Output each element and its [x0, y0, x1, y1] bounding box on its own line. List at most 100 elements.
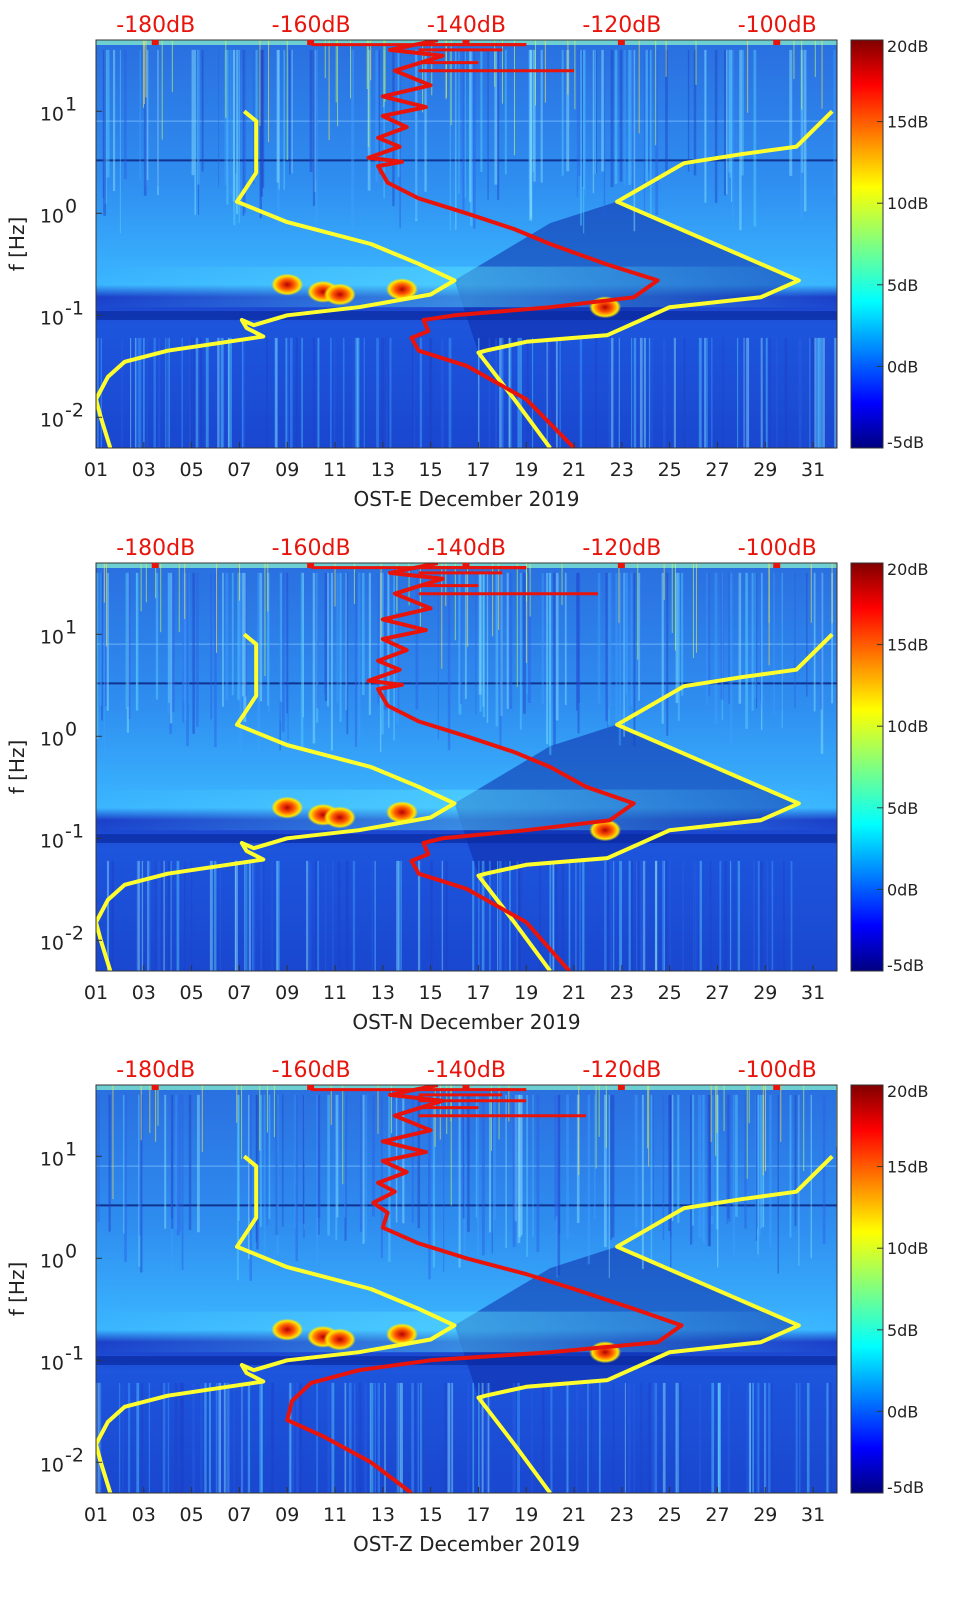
energy-hotspot	[323, 1328, 356, 1351]
top-axis-db-tick	[307, 563, 315, 568]
x-tick-label: 15	[419, 982, 443, 1004]
colorbar-label: 15dB	[887, 113, 929, 132]
x-tick-label: 01	[84, 1504, 108, 1526]
x-tick-label: 09	[275, 459, 299, 481]
y-tick-label: 10	[40, 409, 64, 431]
x-tick-label: 29	[753, 1504, 777, 1526]
top-axis-db-label: -180dB	[116, 536, 195, 561]
top-axis-db-tick	[617, 40, 625, 45]
y-tick-label: 10	[40, 728, 64, 750]
colorbar-label: 20dB	[887, 37, 929, 56]
x-tick-label: 15	[419, 1504, 443, 1526]
top-axis-db-label: -120dB	[582, 13, 661, 38]
yellow-noise-model-right--curve	[476, 1154, 834, 1493]
x-tick-label: 29	[753, 459, 777, 481]
top-axis-db-tick	[151, 40, 159, 45]
colorbar-label: -5dB	[887, 956, 924, 975]
x-tick-label: 25	[658, 1504, 682, 1526]
top-axis-db-tick	[462, 1085, 470, 1090]
x-tick-label: 23	[610, 459, 634, 481]
top-axis-db-label: -180dB	[116, 13, 195, 38]
energy-hotspot	[323, 283, 356, 306]
x-axis-label: OST-Z December 2019	[353, 1532, 580, 1556]
x-tick-label: 25	[658, 982, 682, 1004]
y-tick-label: 10	[40, 1250, 64, 1272]
x-tick-label: 11	[323, 982, 347, 1004]
colorbar	[850, 1084, 884, 1494]
colorbar	[850, 562, 884, 972]
top-axis-db-tick	[151, 563, 159, 568]
y-tick-exponent: -2	[65, 1444, 84, 1466]
energy-hotspot	[271, 796, 304, 819]
y-tick-exponent: -1	[65, 297, 84, 319]
x-tick-label: 29	[753, 982, 777, 1004]
x-tick-label: 05	[180, 1504, 204, 1526]
y-tick-exponent: 1	[65, 1138, 77, 1160]
x-tick-label: 09	[275, 982, 299, 1004]
yellow-noise-model-curve	[96, 1154, 457, 1493]
x-tick-label: 01	[84, 459, 108, 481]
x-tick-label: 17	[466, 459, 490, 481]
y-tick-label: 10	[40, 103, 64, 125]
top-axis-db-tick	[773, 563, 781, 568]
x-tick-label: 03	[132, 982, 156, 1004]
x-tick-label: 19	[514, 1504, 538, 1526]
x-tick-label: 07	[227, 982, 251, 1004]
x-tick-label: 31	[801, 459, 825, 481]
y-tick-label: 10	[40, 626, 64, 648]
top-axis-db-tick	[773, 1085, 781, 1090]
colorbar-label: 5dB	[887, 276, 918, 295]
colorbar-label: 0dB	[887, 357, 918, 376]
energy-hotspot	[271, 273, 304, 296]
spectrogram-area	[96, 1085, 837, 1493]
x-tick-label: 11	[323, 459, 347, 481]
dark-band	[96, 834, 837, 843]
y-tick-exponent: 0	[65, 718, 77, 740]
x-tick-label: 21	[562, 1504, 586, 1526]
energy-hotspot	[589, 819, 622, 842]
colorbar	[850, 39, 884, 449]
top-axis-db-label: -120dB	[582, 1058, 661, 1083]
y-tick-label: 10	[40, 1352, 64, 1374]
top-axis-db-label: -160dB	[272, 536, 351, 561]
y-axis-label: f [Hz]	[5, 1262, 29, 1317]
yellow-noise-model-curve	[96, 109, 457, 448]
x-tick-label: 27	[705, 982, 729, 1004]
colorbar-label: 10dB	[887, 717, 929, 736]
x-tick-label: 31	[801, 1504, 825, 1526]
colorbar-label: 10dB	[887, 194, 929, 213]
x-tick-label: 17	[466, 982, 490, 1004]
x-tick-label: 01	[84, 982, 108, 1004]
y-tick-exponent: 1	[65, 93, 77, 115]
y-axis-label: f [Hz]	[5, 740, 29, 795]
x-tick-label: 27	[705, 1504, 729, 1526]
x-tick-label: 17	[466, 1504, 490, 1526]
x-tick-label: 19	[514, 982, 538, 1004]
x-tick-label: 05	[180, 459, 204, 481]
x-tick-label: 13	[371, 459, 395, 481]
top-axis-db-tick	[773, 40, 781, 45]
y-tick-exponent: 1	[65, 616, 77, 638]
top-axis-db-tick	[307, 40, 315, 45]
energy-hotspot	[385, 801, 418, 824]
colorbar-label: 0dB	[887, 1402, 918, 1421]
top-axis-db-label: -100dB	[738, 13, 817, 38]
y-tick-exponent: -1	[65, 820, 84, 842]
spectrogram-area	[96, 40, 837, 448]
yellow-noise-model-right--curve	[476, 632, 834, 971]
spectrogram-background	[96, 1085, 837, 1493]
colorbar-label: 20dB	[887, 560, 929, 579]
top-axis-db-label: -160dB	[272, 13, 351, 38]
x-tick-label: 21	[562, 982, 586, 1004]
x-tick-label: 11	[323, 1504, 347, 1526]
y-axis-label: f [Hz]	[5, 217, 29, 272]
top-axis-db-label: -140dB	[427, 1058, 506, 1083]
y-tick-exponent: -1	[65, 1342, 84, 1364]
x-tick-label: 07	[227, 459, 251, 481]
top-axis-db-label: -120dB	[582, 536, 661, 561]
top-axis-db-label: -180dB	[116, 1058, 195, 1083]
energy-hotspot	[271, 1318, 304, 1341]
colorbar-label: 10dB	[887, 1239, 929, 1258]
x-tick-label: 13	[371, 982, 395, 1004]
energy-hotspot	[385, 1323, 418, 1346]
